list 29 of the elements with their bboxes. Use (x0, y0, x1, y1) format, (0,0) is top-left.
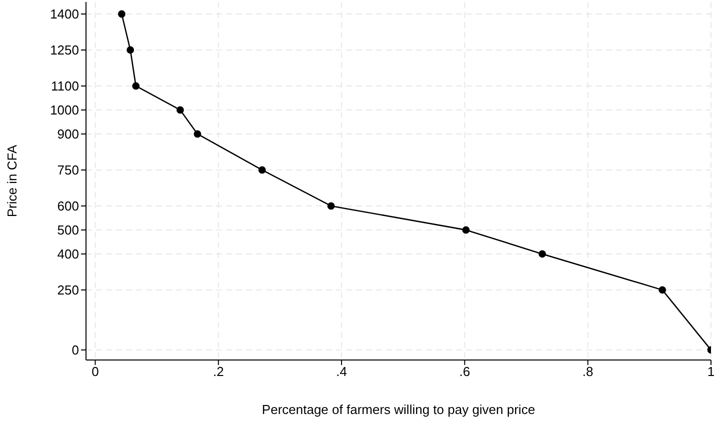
x-tick-label: 0 (92, 364, 99, 380)
y-tick-label: 1250 (50, 42, 79, 58)
x-tick-label: .8 (582, 364, 594, 380)
y-tick-label: 1100 (51, 78, 79, 94)
y-tick-label: 600 (57, 198, 79, 214)
point (176, 106, 184, 114)
x-tick-label: 1 (707, 364, 715, 380)
y-tick-label: 750 (57, 162, 79, 178)
point (327, 202, 335, 210)
point (118, 10, 126, 18)
x-tick-label: .4 (336, 364, 347, 380)
point (462, 226, 470, 234)
point (132, 82, 140, 90)
y-tick-label: 1400 (50, 6, 79, 22)
y-tick-label: 500 (57, 222, 79, 238)
y-tick-label: 900 (57, 126, 79, 142)
point (126, 46, 134, 54)
x-axis-title: Percentage of farmers willing to pay given price (262, 402, 536, 417)
point (258, 166, 266, 174)
point (538, 250, 546, 258)
x-tick-label: .2 (212, 364, 224, 380)
point (658, 286, 666, 294)
y-tick-label: 400 (57, 246, 79, 262)
y-axis-title: Price in CFA (4, 144, 20, 218)
y-tick-label: 250 (57, 282, 79, 298)
y-tick-label: 1000 (50, 102, 79, 118)
point (194, 130, 202, 138)
y-tick-label: 0 (72, 342, 79, 358)
x-tick-label: .6 (459, 364, 470, 380)
